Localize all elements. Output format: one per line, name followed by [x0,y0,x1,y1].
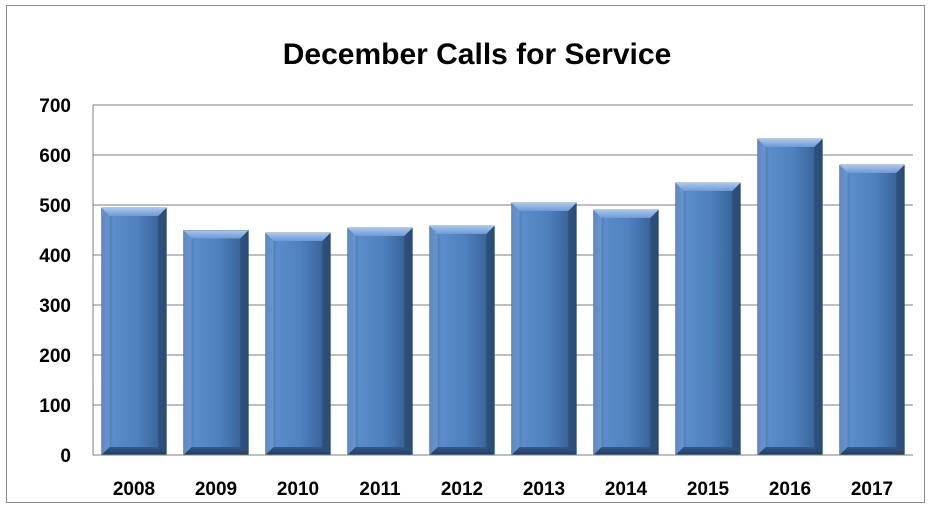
y-axis-ticks: 0 100 200 300 400 500 600 700 [39,96,71,467]
x-tick-label: 2012 [441,479,483,500]
bar-2012 [429,225,495,456]
bar-body [347,227,413,456]
bar-2013 [511,202,577,456]
bar-left-bevel [675,183,684,455]
bar-bottom-bevel [757,447,823,455]
bar-top-bevel [675,183,741,191]
bar-body [511,202,577,456]
y-tick-label: 200 [39,346,71,367]
bar-body [757,138,823,456]
y-tick-label: 0 [60,446,71,467]
bar-body [839,164,905,456]
x-tick-label: 2008 [113,479,155,500]
bar-body [101,207,167,456]
bar-2011 [347,227,413,456]
x-tick-label: 2017 [851,479,893,500]
bar-2010 [265,232,331,456]
y-tick-label: 400 [39,246,71,267]
bar-left-bevel [265,233,274,455]
x-tick-label: 2011 [359,479,401,500]
bar-bottom-bevel [101,447,167,455]
x-tick-label: 2015 [687,479,730,500]
bar-top-bevel [839,165,905,173]
bar-right-bevel [404,228,413,455]
bar-2015 [675,182,741,456]
bar-bottom-bevel [347,447,413,455]
bar-left-bevel [593,210,602,455]
bar-left-bevel [347,228,356,455]
bar-right-bevel [486,226,495,455]
bar-bottom-bevel [429,447,495,455]
bar-top-bevel [429,226,495,234]
x-tick-label: 2009 [195,479,237,500]
y-tick-label: 700 [39,96,71,117]
bar-body [183,230,249,456]
bar-body [593,209,659,456]
bar-bottom-bevel [675,447,741,455]
bar-body [429,225,495,456]
bar-top-bevel [183,230,249,239]
bar-left-bevel [183,230,192,455]
bar-top-bevel [347,228,413,236]
bar-top-bevel [101,208,167,216]
bar-left-bevel [511,203,520,455]
x-tick-label: 2013 [523,479,565,500]
bar-left-bevel [839,165,848,455]
bar-right-bevel [814,139,823,455]
bar-right-bevel [650,210,659,455]
bar-2014 [593,209,659,456]
bar-left-bevel [757,139,766,455]
bar-bottom-bevel [593,447,659,455]
bar-bottom-bevel [511,447,577,455]
y-tick-label: 100 [39,396,71,417]
bar-2017 [839,164,905,456]
bar-right-bevel [240,230,249,455]
bar-body [675,182,741,456]
y-tick-label: 500 [39,196,71,217]
bar-top-bevel [757,139,823,147]
bar-right-bevel [732,183,741,455]
bar-right-bevel [158,208,167,455]
bar-2009 [183,230,249,456]
bar-top-bevel [511,203,577,211]
x-tick-label: 2010 [277,479,319,500]
bar-bottom-bevel [265,447,331,455]
bar-left-bevel [429,226,438,455]
bar-top-bevel [265,233,331,241]
y-tick-label: 600 [39,146,71,167]
bar-top-bevel [593,210,659,218]
x-tick-label: 2016 [769,479,811,500]
bar-2016 [757,138,823,456]
y-tick-label: 300 [39,296,71,317]
bar-2008 [101,207,167,456]
bars [93,138,913,456]
bar-body [265,232,331,456]
bar-right-bevel [568,203,577,455]
chart-title: December Calls for Service [283,38,672,71]
bar-right-bevel [322,233,331,455]
bar-bottom-bevel [839,447,905,455]
bar-left-bevel [101,208,110,455]
x-axis-ticks: 2008 2009 2010 2011 2012 2013 2014 2015 2016 2017 [113,479,893,500]
bar-bottom-bevel [183,447,249,455]
bar-right-bevel [896,165,905,455]
x-tick-label: 2014 [605,479,648,500]
